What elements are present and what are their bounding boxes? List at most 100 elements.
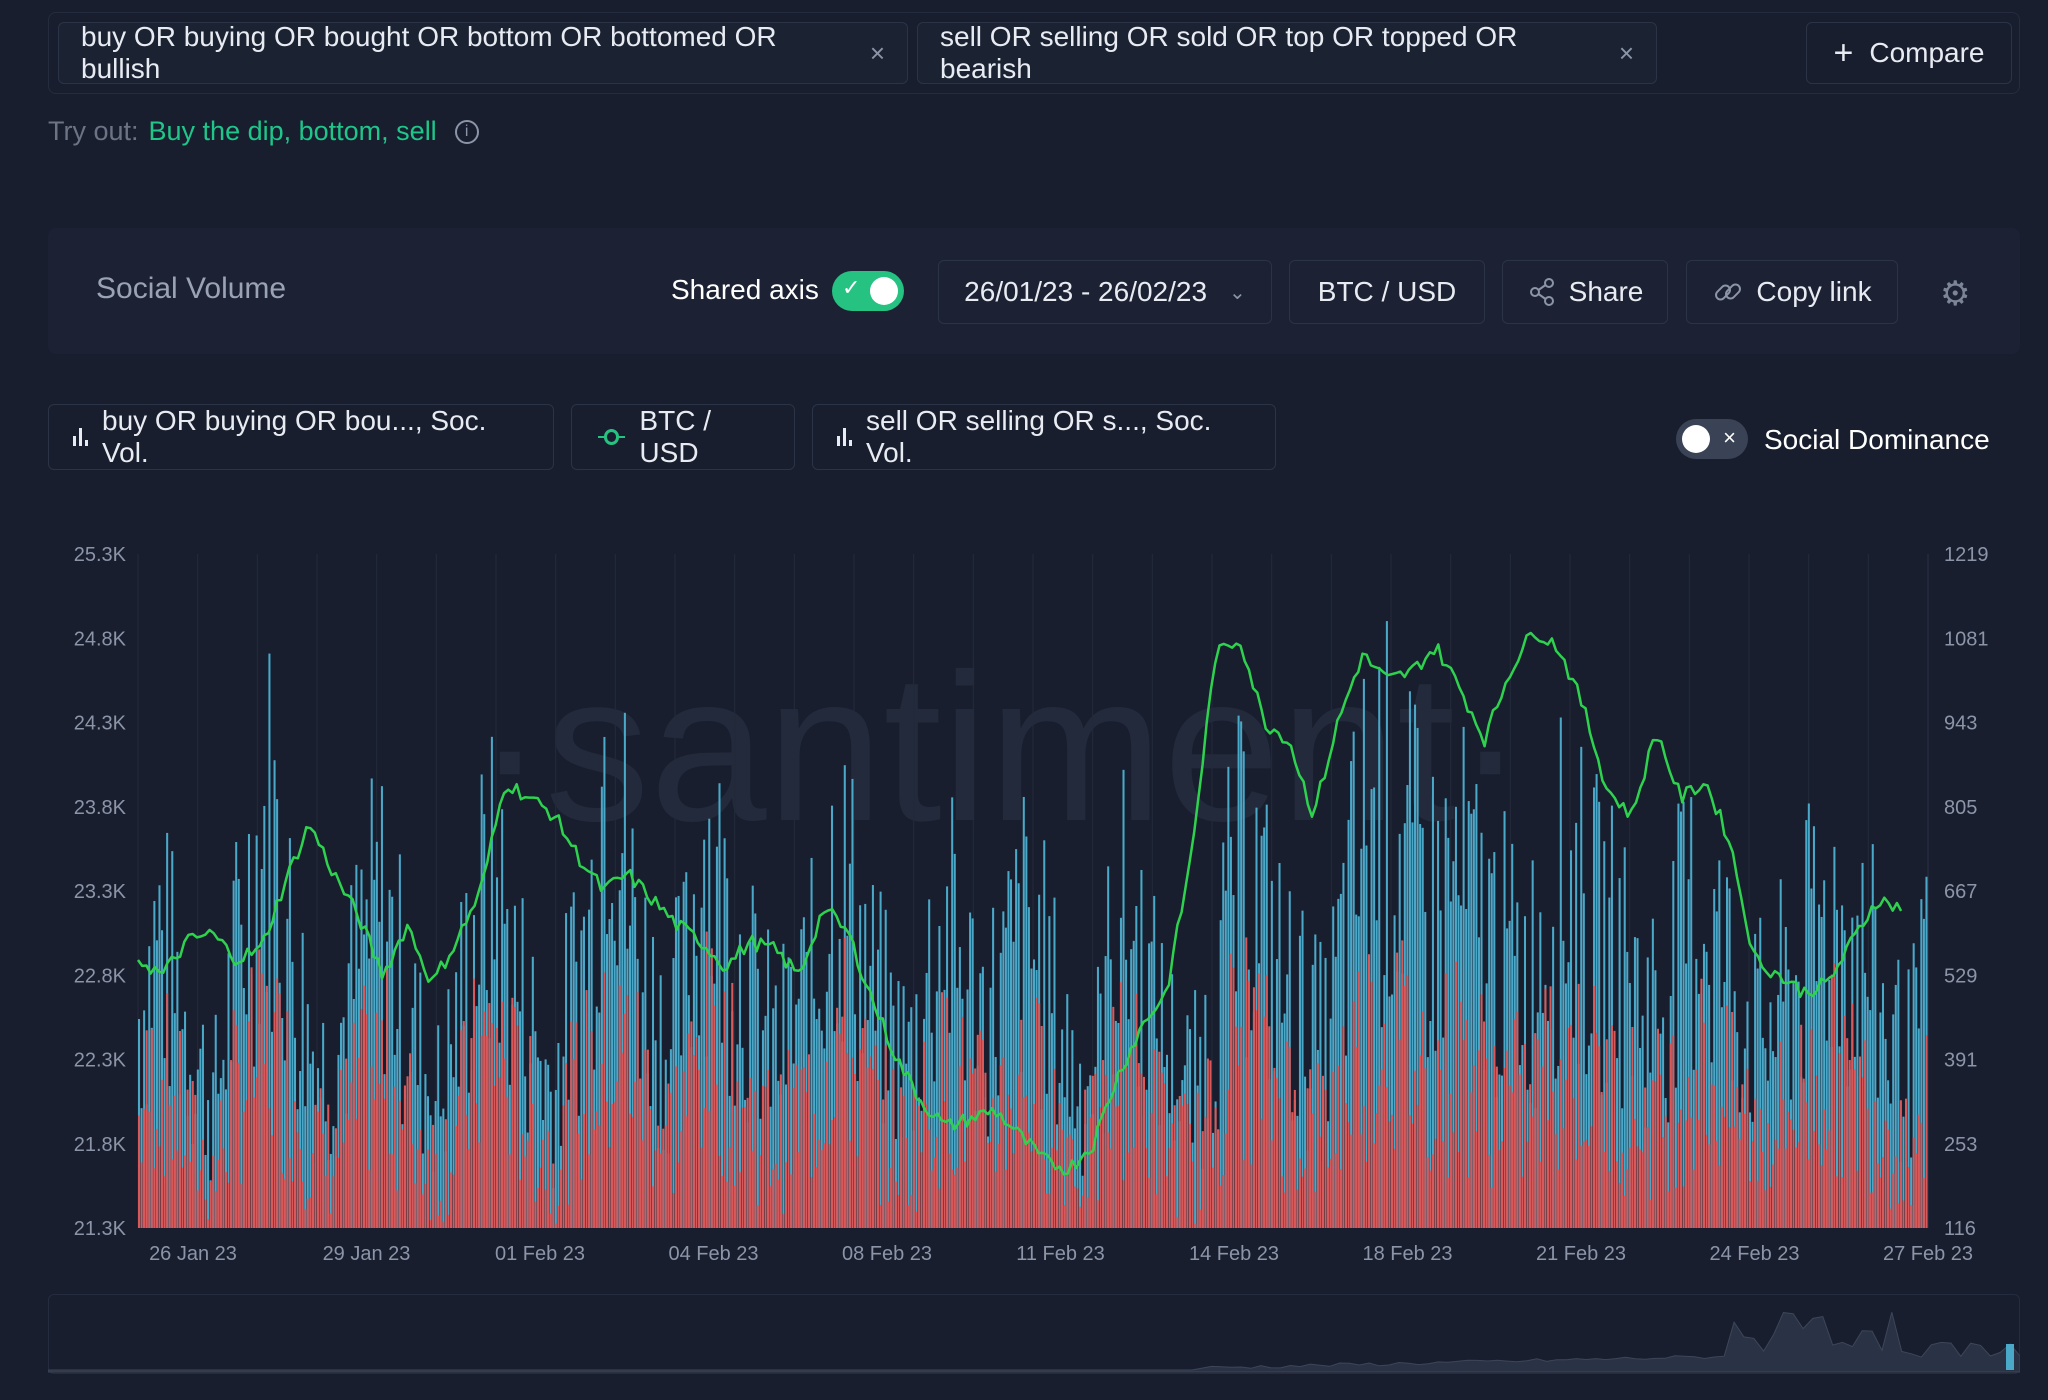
sell-volume-bar (1897, 1203, 1900, 1228)
buy-volume-bar (1754, 933, 1757, 1228)
close-icon[interactable]: × (869, 37, 885, 68)
buy-volume-bar (1073, 1128, 1076, 1228)
buy-volume-bar (1894, 984, 1897, 1228)
sell-volume-bar (1649, 1200, 1652, 1228)
sell-volume-bar (1252, 987, 1255, 1228)
sell-volume-bar (994, 1171, 997, 1228)
sell-volume-bar (1549, 986, 1552, 1228)
close-icon[interactable]: × (1618, 37, 1634, 68)
buy-volume-bar (1431, 776, 1434, 1228)
sell-volume-bar (265, 985, 268, 1228)
buy-volume-bar (1260, 835, 1263, 1228)
buy-volume-bar (531, 956, 534, 1228)
copy-link-button[interactable]: Copy link (1686, 260, 1898, 324)
sell-volume-bar (1125, 1066, 1128, 1228)
sell-volume-bar (1050, 1147, 1053, 1228)
buy-volume-bar (214, 1014, 217, 1228)
try-out-suggestion-link[interactable]: Buy the dip, bottom, sell (148, 116, 437, 146)
sell-volume-bar (219, 1100, 222, 1228)
sell-volume-bar (1140, 1073, 1143, 1228)
sell-volume-bar (1820, 1165, 1823, 1228)
sell-volume-bar (365, 1014, 368, 1228)
sell-volume-bar (1165, 1176, 1169, 1228)
sell-volume-bar (1828, 1130, 1831, 1228)
social-volume-chart[interactable]: ·santiment· 25.3K24.8K24.3K23.8K23.3K22.… (0, 520, 2048, 1270)
buy-volume-bar (1352, 731, 1355, 1228)
metric-chip-btc-price[interactable]: BTC / USD (571, 404, 795, 470)
sell-volume-bar (189, 1161, 192, 1228)
sell-volume-bar (723, 991, 726, 1228)
sell-volume-bar (1815, 1075, 1818, 1228)
sell-volume-bar (1061, 1129, 1064, 1228)
sell-volume-bar (1792, 1129, 1795, 1228)
metric-chip-buy-volume[interactable]: buy OR buying OR bou..., Soc. Vol. (48, 404, 554, 470)
date-range-picker[interactable]: 26/01/23 - 26/02/23 ⌄ (938, 260, 1272, 324)
buy-volume-bar (1713, 888, 1716, 1228)
sell-volume-bar (958, 1066, 961, 1228)
buy-volume-bar (1439, 910, 1442, 1228)
navigator-handle[interactable] (2006, 1344, 2014, 1370)
buy-volume-bar (782, 943, 785, 1228)
sell-volume-bar (1109, 1148, 1112, 1228)
buy-volume-bar (608, 919, 611, 1228)
sell-volume-bar (1879, 1177, 1882, 1228)
pair-selector[interactable]: BTC / USD (1289, 260, 1485, 324)
compare-button[interactable]: + Compare (1806, 22, 2012, 84)
buy-volume-bar (1347, 819, 1350, 1228)
buy-volume-bar (1319, 941, 1322, 1228)
sell-volume-bar (1194, 1223, 1197, 1228)
sell-volume-bar (1526, 1141, 1529, 1228)
buy-volume-bar (1679, 811, 1683, 1228)
query-chip-buy[interactable]: buy OR buying OR bought OR bottom OR bot… (58, 21, 908, 84)
buy-volume-bar (1769, 1002, 1772, 1228)
query-chip-sell[interactable]: sell OR selling OR sold OR top OR topped… (917, 21, 1657, 84)
buy-volume-bar (1539, 912, 1542, 1228)
shared-axis-toggle[interactable]: ✓ (832, 271, 904, 311)
sell-volume-bar (1337, 1065, 1340, 1228)
buy-volume-bar (1281, 1022, 1284, 1228)
buy-volume-bar (1470, 813, 1473, 1228)
buy-volume-bar (567, 1099, 570, 1228)
sell-volume-bar (1465, 1020, 1468, 1228)
sell-volume-bar (1705, 1134, 1708, 1228)
share-button[interactable]: Share (1502, 260, 1668, 324)
buy-volume-bar (1761, 1037, 1764, 1228)
sell-volume-bar (1168, 1148, 1171, 1228)
sell-volume-bar (718, 1155, 721, 1228)
sell-volume-bar (432, 1124, 435, 1228)
sell-volume-bar (161, 1079, 164, 1228)
metric-chip-sell-volume[interactable]: sell OR selling OR s..., Soc. Vol. (812, 404, 1276, 470)
buy-volume-bar (1633, 937, 1636, 1228)
sell-volume-bar (444, 1119, 447, 1228)
sell-volume-bar (1559, 1059, 1562, 1228)
buy-volume-bar (1651, 918, 1654, 1228)
sell-volume-bar (1876, 1163, 1879, 1228)
buy-volume-bar (1007, 871, 1010, 1228)
buy-volume-bar (255, 835, 258, 1228)
gear-icon[interactable]: ⚙ (1940, 275, 1971, 313)
sell-volume-bar (1268, 1026, 1271, 1228)
sell-volume-bar (646, 1049, 649, 1228)
y-tick-label-left: 22.3K (74, 1050, 127, 1072)
buy-volume-bar (1240, 721, 1243, 1228)
sell-volume-bar (1081, 1195, 1084, 1228)
social-dominance-toggle[interactable]: × (1676, 419, 1748, 459)
buy-volume-bar (1646, 957, 1649, 1228)
info-icon[interactable]: i (454, 119, 479, 144)
range-navigator[interactable] (48, 1294, 2020, 1374)
sell-volume-bar (1710, 1084, 1713, 1228)
sell-volume-bar (1910, 1205, 1913, 1228)
sell-volume-bar (1324, 1089, 1327, 1228)
buy-volume-bar (524, 1076, 527, 1228)
sell-volume-bar (1357, 971, 1360, 1228)
sell-volume-bar (1311, 1113, 1314, 1228)
sell-volume-bar (1107, 1132, 1110, 1228)
buy-volume-bar (925, 972, 928, 1228)
buy-volume-bar (1623, 847, 1626, 1228)
sell-volume-bar (501, 1001, 504, 1228)
sell-volume-bar (490, 1022, 493, 1228)
buy-volume-bar (756, 968, 759, 1228)
buy-volume-bar (1610, 805, 1613, 1228)
sell-volume-bar (1263, 1016, 1266, 1228)
sell-volume-bar (437, 1215, 440, 1228)
